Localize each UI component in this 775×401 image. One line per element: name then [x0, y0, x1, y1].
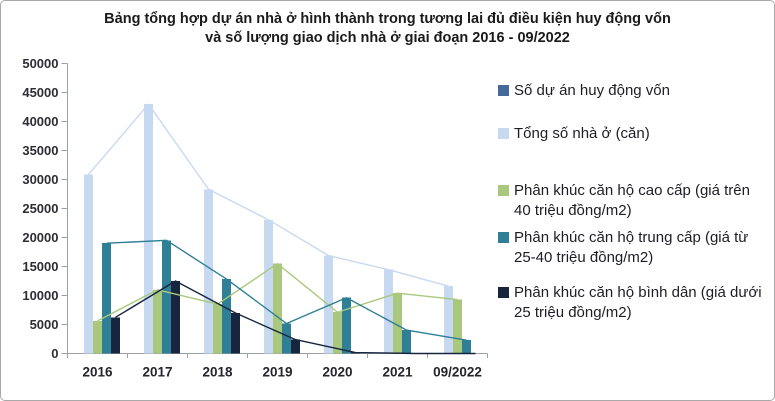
- y-axis-tick-label: 35000: [22, 143, 58, 158]
- bar-series-3: [333, 312, 342, 354]
- bar-series-2: [84, 174, 93, 354]
- chart-title-line2: và số lượng giao dịch nhà ở giai đoạn 20…: [205, 30, 570, 46]
- legend-item-can-ho-cao-cap: Phân khúc căn hộ cao cấp (giá trên 40 tr…: [498, 181, 766, 221]
- bar-series-5: [171, 281, 180, 354]
- bar-series-5: [111, 317, 120, 354]
- line-series-2: [87, 103, 449, 287]
- bar-series-2: [264, 219, 273, 354]
- bar-series-4: [282, 323, 291, 354]
- bar-series-3: [153, 289, 162, 354]
- line-series-3: [97, 263, 458, 322]
- x-axis-category-label: 2021: [382, 365, 413, 380]
- bar-series-5: [231, 313, 240, 354]
- legend-label: Số dự án huy động vốn: [514, 82, 670, 99]
- bar-series-4: [462, 340, 471, 354]
- x-axis-category-label: 2016: [82, 365, 113, 380]
- legend-label: Tổng số nhà ở (căn): [514, 125, 650, 142]
- legend-swatch-can-ho-cao-cap-icon: [498, 185, 509, 196]
- y-axis-tick-label: 45000: [22, 85, 58, 100]
- bar-series-4: [342, 297, 351, 354]
- y-axis-tick-label: 5000: [30, 317, 59, 332]
- x-axis-category-label: 2019: [262, 365, 292, 380]
- bar-series-2: [204, 189, 213, 354]
- legend-item-can-ho-binh-dan: Phân khúc căn hộ bình dân (giá dưới 25 t…: [498, 283, 766, 323]
- y-axis-tick-label: 0: [51, 346, 58, 361]
- bar-series-3: [213, 304, 222, 354]
- bar-series-4: [102, 243, 111, 354]
- y-axis-tick-label: 40000: [22, 114, 58, 129]
- legend-item-tong-so-nha-o: Tổng số nhà ở (căn): [498, 124, 766, 144]
- x-axis-category-label: 2017: [142, 365, 172, 380]
- bar-series-3: [93, 320, 102, 354]
- x-axis-category-label: 2020: [322, 365, 352, 380]
- legend-swatch-can-ho-trung-cap-icon: [498, 232, 509, 243]
- y-axis-tick-label: 25000: [22, 201, 58, 216]
- bar-series-3: [393, 293, 402, 354]
- line-series-5: [115, 280, 476, 355]
- legend-item-so-du-an-huy-dong-von: Số dự án huy động vốn: [498, 81, 766, 101]
- bar-series-5: [291, 339, 300, 354]
- legend-swatch-tong-so-nha-o-icon: [498, 128, 509, 139]
- legend-label: Phân khúc căn hộ bình dân (giá dưới 25 t…: [514, 284, 762, 321]
- y-axis-tick-label: 15000: [22, 259, 58, 274]
- bar-series-4: [222, 279, 231, 354]
- bar-series-3: [453, 299, 462, 354]
- y-axis-tick-label: 50000: [22, 56, 58, 71]
- bar-series-2: [384, 269, 393, 354]
- x-axis-category-label: 2018: [202, 365, 233, 380]
- y-axis-tick-label: 10000: [22, 288, 58, 303]
- legend-swatch-can-ho-binh-dan-icon: [498, 287, 509, 298]
- bar-series-4: [162, 240, 171, 354]
- bar-series-3: [273, 263, 282, 354]
- bar-series-4: [402, 330, 411, 354]
- y-axis-tick-label: 20000: [22, 230, 58, 245]
- legend-label: Phân khúc căn hộ cao cấp (giá trên 40 tr…: [514, 182, 750, 219]
- bar-series-2: [144, 104, 153, 354]
- chart-title-line1: Bảng tổng hợp dự án nhà ở hình thành tro…: [104, 11, 671, 27]
- legend-swatch-so-du-an-icon: [498, 85, 509, 96]
- legend-label: Phân khúc căn hộ trung cấp (giá từ 25-40…: [514, 229, 749, 266]
- line-series-4: [106, 239, 467, 341]
- bar-series-2: [444, 286, 453, 354]
- legend-item-can-ho-trung-cap: Phân khúc căn hộ trung cấp (giá từ 25-40…: [498, 228, 766, 268]
- chart-title: Bảng tổng hợp dự án nhà ở hình thành tro…: [1, 10, 774, 48]
- x-axis-category-label: 09/2022: [433, 365, 482, 380]
- y-axis-tick-label: 30000: [22, 172, 58, 187]
